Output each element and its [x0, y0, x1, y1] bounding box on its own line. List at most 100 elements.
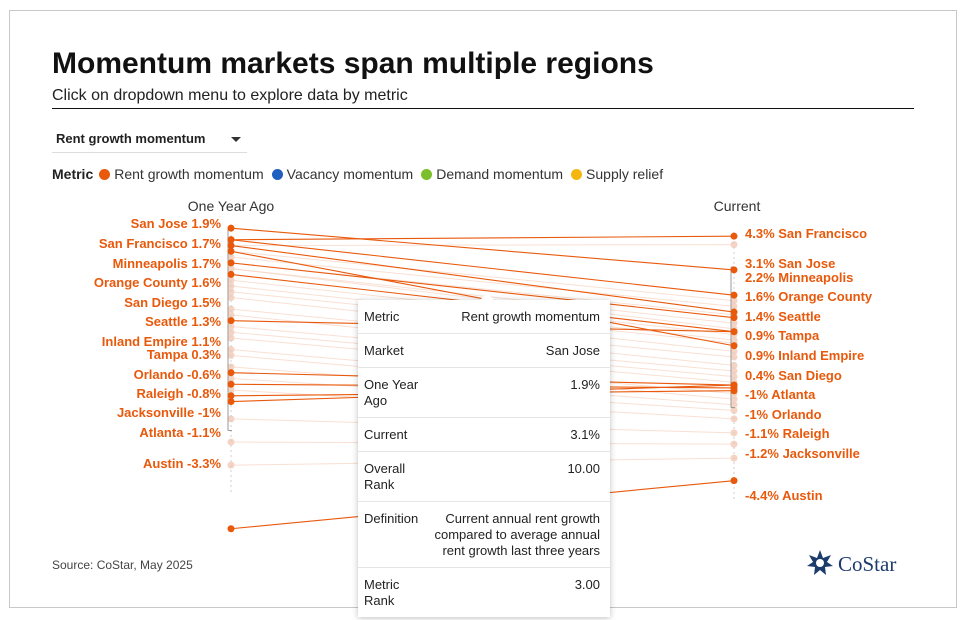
background-line: [230, 256, 735, 307]
left-data-label: Atlanta -1.1%: [139, 425, 221, 440]
tooltip-row: Definition Current annual rent growth com…: [358, 502, 610, 568]
legend-label: Rent growth momentum: [114, 166, 264, 182]
right-data-label: 1.6% Orange County: [745, 289, 873, 304]
right-data-label: -1.1% Raleigh: [745, 426, 830, 441]
point-right: [730, 328, 738, 336]
background-line: [230, 250, 735, 302]
legend-item-rent-growth[interactable]: Rent growth momentum: [99, 166, 264, 182]
point-right: [730, 381, 738, 389]
tooltip-row: Metric Rent growth momentum: [358, 300, 610, 334]
right-data-label: -1.2% Jacksonville: [745, 446, 860, 461]
background-point-left: [227, 265, 235, 273]
point-right: [730, 314, 738, 322]
background-point-right: [730, 401, 738, 409]
logo-text: CoStar: [838, 552, 897, 576]
tooltip-row: Metric Rank 3.00: [364, 577, 600, 608]
metric-dropdown-value: Rent growth momentum: [56, 131, 206, 146]
right-data-label: 2.2% Minneapolis: [745, 270, 853, 285]
background-point-right: [730, 373, 738, 381]
background-point-right: [730, 361, 738, 369]
right-data-label: -4.4% Austin: [745, 488, 823, 503]
background-point-right: [730, 406, 738, 414]
series-line-san-jose: [230, 227, 735, 271]
title-divider: [52, 108, 914, 109]
series-line-seattle: [230, 262, 735, 319]
page-title: Momentum markets span multiple regions: [52, 47, 654, 80]
right-data-label: -1% Atlanta: [745, 387, 816, 402]
tooltip-row: Market San Jose: [358, 334, 610, 368]
metric-dropdown[interactable]: Rent growth momentum: [52, 126, 247, 153]
background-point-right: [730, 347, 738, 355]
tooltip-row: One Year Ago 1.9%: [358, 368, 610, 418]
point-left: [227, 224, 235, 232]
legend-item-demand[interactable]: Demand momentum: [421, 166, 563, 182]
left-data-label: Austin -3.3%: [143, 456, 221, 471]
legend-label: Vacancy momentum: [286, 166, 414, 182]
left-data-label: San Jose 1.9%: [131, 216, 222, 231]
source-note: Source: CoStar, May 2025: [52, 558, 193, 572]
left-data-label: San Diego 1.5%: [124, 295, 221, 310]
series-line-orange-county: [230, 244, 735, 313]
legend-swatch-icon: [571, 168, 583, 180]
point-left: [227, 247, 235, 255]
series-line-san-francisco: [230, 235, 735, 241]
background-point-right: [730, 367, 738, 375]
left-data-label: Orange County 1.6%: [94, 275, 222, 290]
right-data-label: 1.4% Seattle: [745, 309, 821, 324]
right-data-label: 0.9% Inland Empire: [745, 348, 864, 363]
costar-star-icon: [807, 550, 833, 575]
left-data-label: Inland Empire 1.1%: [102, 334, 222, 349]
point-left: [227, 398, 235, 406]
point-left: [227, 380, 235, 388]
right-data-label: 3.1% San Jose: [745, 256, 835, 271]
legend-item-vacancy[interactable]: Vacancy momentum: [271, 166, 414, 182]
point-left: [227, 369, 235, 377]
legend-swatch-icon: [99, 168, 111, 180]
background-point-left: [227, 334, 235, 342]
left-column-header: One Year Ago: [188, 198, 275, 214]
tooltip: Metric Rent growth momentum Market San Jos…: [358, 293, 610, 617]
background-point-left: [227, 346, 235, 354]
costar-logo: CoStar: [806, 549, 916, 579]
point-right: [730, 342, 738, 350]
legend-item-supply[interactable]: Supply relief: [571, 166, 663, 182]
legend-swatch-icon: [271, 168, 283, 180]
page-subtitle: Click on dropdown menu to explore data b…: [52, 87, 408, 104]
point-left: [227, 392, 235, 400]
background-point-left: [227, 253, 235, 261]
point-left: [227, 270, 235, 278]
point-right: [730, 477, 738, 485]
tooltip-arrow: [480, 293, 494, 300]
point-right: [730, 232, 738, 240]
left-data-label: Jacksonville -1%: [117, 405, 221, 420]
background-point-left: [227, 328, 235, 336]
background-point-right: [730, 302, 738, 310]
background-point-right: [730, 241, 738, 249]
background-point-right: [730, 297, 738, 305]
background-point-left: [227, 374, 235, 382]
right-data-label: -1% Orlando: [745, 407, 822, 422]
data-labels: One Year Ago Current San Francisco 1.7% 4.3…: [94, 198, 873, 503]
tooltip-row: Current 3.1%: [358, 418, 610, 452]
left-data-label: Orlando -0.6%: [134, 367, 222, 382]
background-point-left: [227, 415, 235, 423]
legend-label: Supply relief: [586, 166, 664, 182]
caret-down-icon: [231, 137, 241, 142]
legend-title: Metric: [52, 166, 94, 182]
left-data-label: Minneapolis 1.7%: [113, 256, 222, 271]
left-data-label: Tampa 0.3%: [147, 347, 222, 362]
point-right: [730, 387, 738, 395]
right-column-header: Current: [714, 198, 761, 214]
background-point-left: [227, 305, 235, 313]
point-right: [730, 266, 738, 274]
tooltip-row: Overall Rank 10.00: [358, 452, 610, 502]
background-point-left: [227, 311, 235, 319]
right-data-label: 0.9% Tampa: [745, 328, 820, 343]
left-data-label: Seattle 1.3%: [145, 314, 221, 329]
point-right: [730, 308, 738, 316]
legend: Metric Rent growth momentum Vacancy mome…: [52, 166, 671, 182]
point-left: [227, 259, 235, 267]
background-line: [230, 244, 735, 247]
background-point-left: [227, 294, 235, 302]
